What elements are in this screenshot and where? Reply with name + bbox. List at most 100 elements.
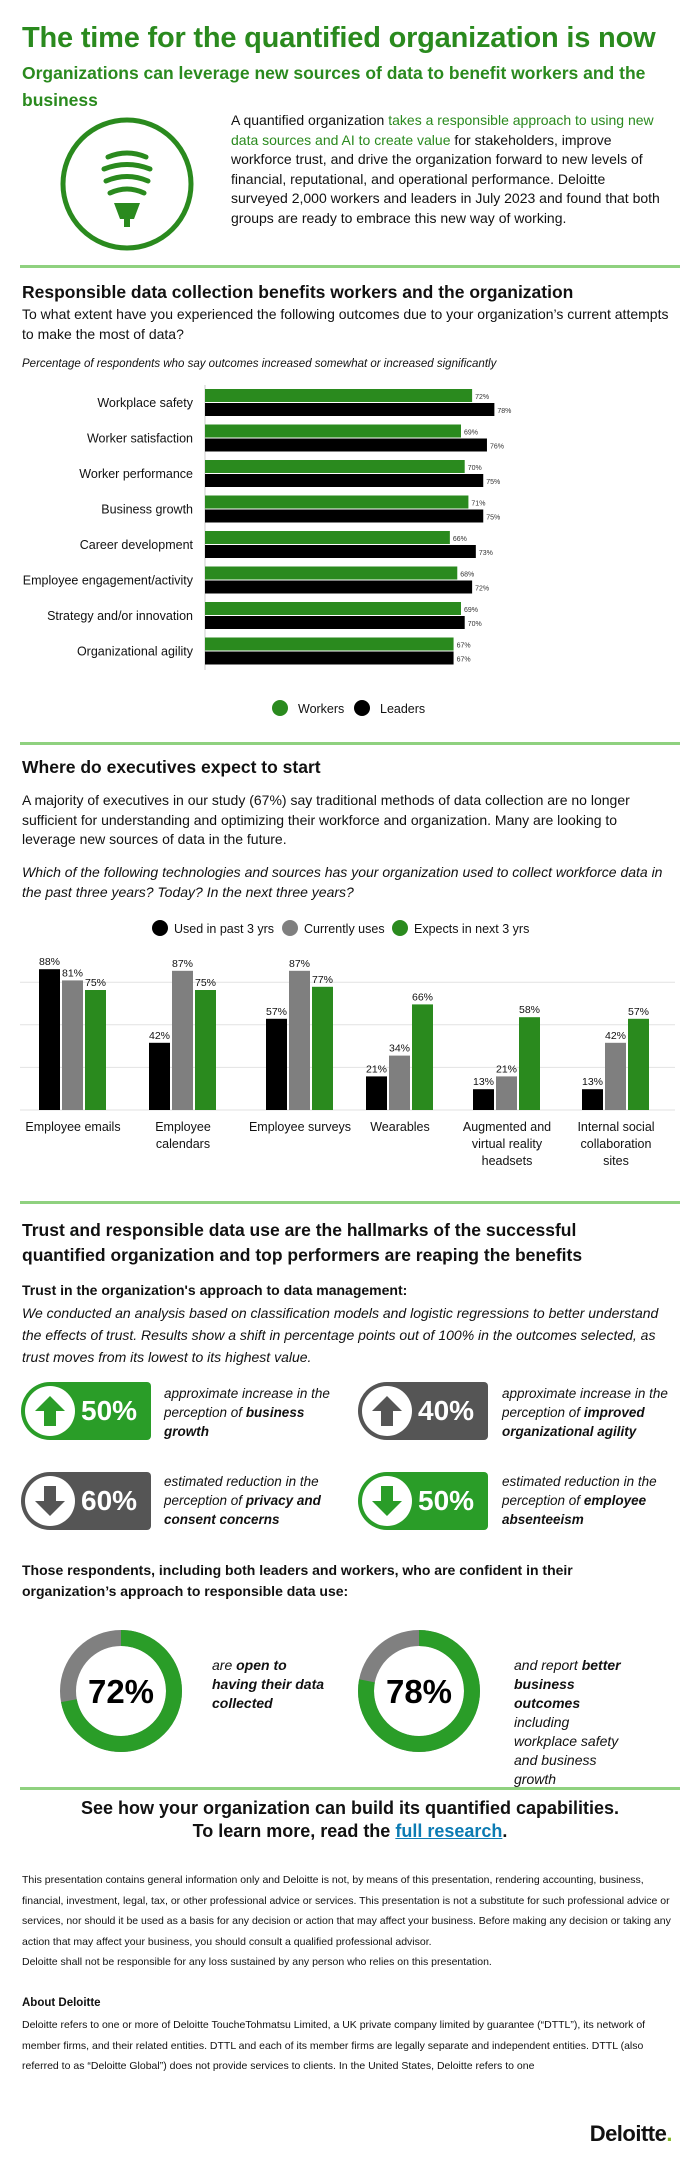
section-divider	[20, 265, 680, 268]
data-label: 42%	[605, 1030, 626, 1042]
about-heading: About Deloitte	[22, 1997, 101, 2009]
bar-used-in-past-3-yrs	[149, 1042, 170, 1110]
bar-leaders	[205, 438, 487, 452]
bar-workers	[205, 389, 473, 402]
bar-used-in-past-3-yrs	[266, 1018, 287, 1110]
legend-marker	[282, 920, 298, 936]
section1-heading: Responsible data collection benefits wor…	[22, 282, 574, 302]
category-label: calendars	[156, 1137, 210, 1151]
data-label: 57%	[628, 1006, 649, 1018]
about-text: Deloitte refers to one or more of Deloit…	[22, 2019, 646, 2072]
data-label: 21%	[366, 1063, 387, 1075]
data-label: 34%	[389, 1043, 410, 1055]
section1-question: To what extent have you experienced the …	[22, 306, 669, 342]
bar-leaders	[205, 474, 484, 487]
legend-marker	[354, 700, 370, 716]
bar-leaders	[205, 580, 473, 594]
outcomes-bar-chart: Workplace safety 72% 78% Worker satisfactio…	[23, 385, 511, 716]
confident-heading: Those respondents, including both leader…	[22, 1562, 573, 1599]
data-label: 72%	[475, 586, 489, 593]
category-label: Business growth	[101, 503, 193, 517]
data-label: 42%	[149, 1030, 170, 1042]
bar-leaders	[205, 403, 495, 416]
stat-tile: 50%	[358, 1472, 488, 1530]
data-label: 76%	[490, 444, 504, 451]
bar-expects-in-next-3-yrs	[412, 1004, 433, 1110]
data-label: 75%	[85, 977, 106, 989]
data-label: 67%	[457, 643, 471, 650]
data-label: 87%	[289, 958, 310, 970]
stat-description: estimated reduction in the perception of…	[164, 1474, 321, 1527]
category-label: Employee emails	[25, 1120, 120, 1134]
category-label: sites	[603, 1154, 629, 1168]
section-divider	[20, 1787, 680, 1790]
data-label: 75%	[486, 515, 500, 522]
category-label: Strategy and/or innovation	[47, 609, 193, 623]
section-divider	[20, 1201, 680, 1204]
bar-expects-in-next-3-yrs	[519, 1017, 540, 1110]
data-label: 13%	[582, 1076, 603, 1088]
category-label: Augmented and	[463, 1120, 551, 1134]
data-label: 70%	[468, 621, 482, 628]
data-label: 75%	[486, 479, 500, 486]
donut-chart-business-outcomes: 78%	[358, 1630, 480, 1752]
section2-question: Which of the following technologies and …	[22, 864, 663, 900]
bar-workers	[205, 637, 454, 651]
data-label: 73%	[479, 550, 493, 557]
data-label: 57%	[266, 1006, 287, 1018]
data-label: 77%	[312, 974, 333, 986]
bar-currently-uses	[289, 970, 310, 1110]
section1-note: Percentage of respondents who say outcom…	[22, 358, 497, 370]
bar-leaders	[205, 509, 484, 523]
bar-expects-in-next-3-yrs	[312, 986, 333, 1110]
bar-currently-uses	[62, 980, 83, 1110]
legend-label: Leaders	[380, 702, 425, 716]
deloitte-logo: Deloitte.	[589, 2121, 673, 2146]
bar-workers	[205, 531, 450, 544]
data-label: 13%	[473, 1076, 494, 1088]
full-research-link[interactable]: full research	[395, 1821, 503, 1841]
bar-expects-in-next-3-yrs	[628, 1018, 649, 1110]
data-label: 66%	[453, 536, 467, 543]
category-label: Organizational agility	[77, 645, 194, 659]
bar-used-in-past-3-yrs	[39, 969, 60, 1110]
bar-workers	[205, 495, 469, 509]
bar-currently-uses	[172, 970, 193, 1110]
data-label: 87%	[172, 958, 193, 970]
data-label: 58%	[519, 1004, 540, 1016]
data-label: 67%	[457, 657, 471, 664]
bar-leaders	[205, 545, 476, 558]
bar-leaders	[205, 651, 454, 665]
bar-used-in-past-3-yrs	[582, 1089, 603, 1110]
liability-note: Deloitte shall not be responsible for an…	[22, 1956, 492, 1968]
donut-label: 72%	[88, 1673, 154, 1710]
section3-subheading: Trust in the organization's approach to …	[22, 1282, 408, 1298]
category-label: Employee engagement/activity	[23, 574, 194, 588]
bar-leaders	[205, 616, 465, 629]
bar-workers	[205, 460, 465, 473]
data-label: 70%	[468, 465, 482, 472]
cta-line1: See how your organization can build its …	[80, 1798, 620, 1818]
arrow-down-icon	[35, 1486, 65, 1516]
cta-line2: To learn more, read the full research.	[192, 1821, 508, 1841]
legend-label: Currently uses	[304, 922, 385, 936]
category-label: Worker performance	[79, 467, 193, 481]
arrow-up-icon	[35, 1396, 65, 1426]
technologies-bar-chart: Used in past 3 yrs Currently uses Expects …	[20, 920, 675, 1168]
disclaimer: This presentation contains general infor…	[22, 1874, 671, 1948]
bar-used-in-past-3-yrs	[366, 1076, 387, 1110]
bar-expects-in-next-3-yrs	[195, 990, 216, 1110]
arrow-down-icon	[372, 1486, 402, 1516]
section3-heading: Trust and responsible data use are the h…	[22, 1220, 583, 1265]
category-label: Workplace safety	[97, 396, 193, 410]
category-label: Employee	[155, 1120, 211, 1134]
category-label: collaboration	[581, 1137, 652, 1151]
stat-description: approximate increase in the perception o…	[502, 1386, 668, 1439]
legend-marker	[152, 920, 168, 936]
data-label: 78%	[497, 408, 511, 415]
data-label: 72%	[475, 394, 489, 401]
section2-heading: Where do executives expect to start	[22, 757, 321, 777]
bar-currently-uses	[496, 1076, 517, 1110]
data-label: 66%	[412, 991, 433, 1003]
category-label: headsets	[482, 1154, 533, 1168]
